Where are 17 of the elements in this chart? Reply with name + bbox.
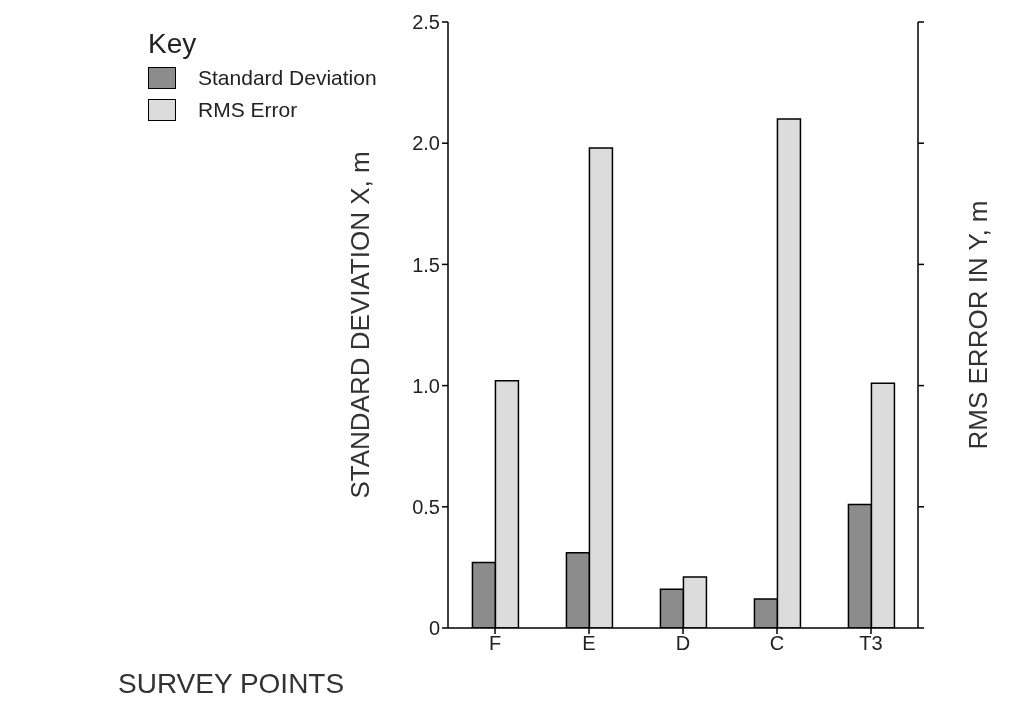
x-tick-label: T3	[859, 632, 883, 655]
y-axis-title: STANDARD DEVIATION X, m	[345, 151, 376, 499]
x-axis-title: SURVEY POINTS	[118, 668, 345, 700]
y-tick-label: 0	[428, 617, 440, 640]
x-tick-label: F	[488, 632, 502, 655]
y-tick-label: 2.5	[412, 11, 440, 34]
y-tick-label: 1.5	[412, 253, 440, 276]
y-tick-label: 1.0	[412, 374, 440, 397]
legend-label: RMS Error	[198, 98, 298, 122]
legend-title: Key	[148, 28, 197, 59]
y-tick-label: 0.5	[412, 495, 440, 518]
y2-axis-title: RMS ERROR IN Y, m	[963, 200, 994, 450]
y-tick-label: 2.0	[412, 132, 440, 155]
x-tick-label: D	[675, 632, 691, 655]
x-tick-label: C	[769, 632, 785, 655]
x-tick-label: E	[582, 632, 596, 655]
legend-label: Standard Deviation	[198, 66, 377, 90]
